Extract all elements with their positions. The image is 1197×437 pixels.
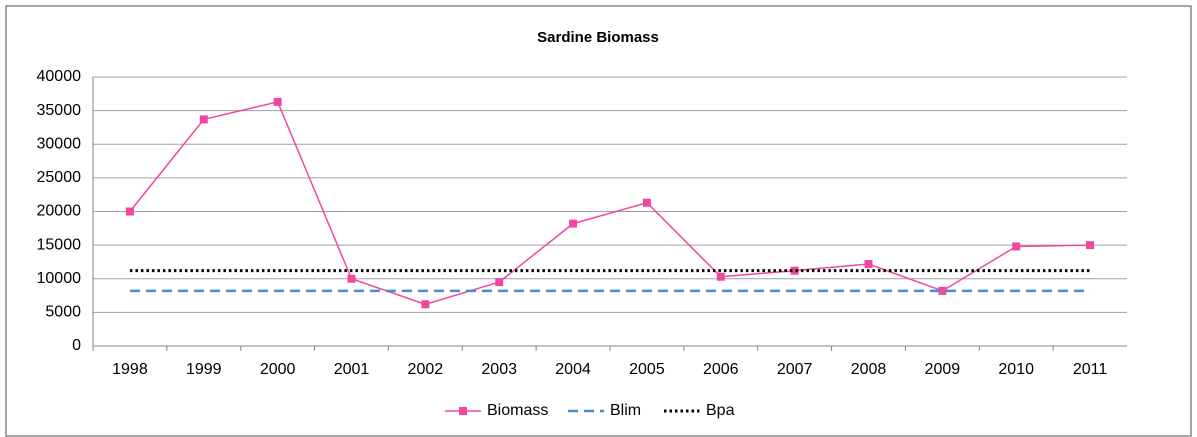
series-marker (125, 207, 134, 216)
series-line (129, 101, 1091, 306)
chart-frame (5, 5, 1192, 437)
x-tick-label: 2007 (777, 361, 813, 378)
y-tick-label: 35000 (37, 102, 82, 119)
y-tick-label: 30000 (37, 135, 82, 152)
series-marker (716, 272, 725, 281)
series-marker (199, 115, 208, 124)
x-tick-label: 2004 (555, 361, 591, 378)
x-tick-label: 2003 (481, 361, 517, 378)
series-marker (938, 286, 947, 295)
y-tick-label: 15000 (37, 236, 82, 253)
y-tick-label: 10000 (37, 270, 82, 287)
series-marker (1012, 242, 1021, 251)
y-tick-label: 20000 (37, 203, 82, 220)
series-marker (495, 278, 504, 287)
legend-label: Bpa (706, 402, 735, 419)
x-tick-label: 2010 (998, 361, 1034, 378)
x-tick-label: 2011 (1073, 361, 1108, 378)
y-tick-label: 5000 (45, 304, 81, 321)
x-tick-label: 2006 (703, 361, 739, 378)
x-tick-label: 1999 (186, 361, 222, 378)
series-marker (1086, 241, 1095, 250)
series-marker (273, 97, 282, 106)
series-marker (790, 266, 799, 275)
series-marker (569, 219, 578, 228)
x-tick-label: 2000 (260, 361, 296, 378)
series-marker (864, 259, 873, 268)
y-tick-label: 25000 (37, 169, 82, 186)
series-marker (347, 274, 356, 283)
x-tick-label: 1998 (112, 361, 148, 378)
legend-label: Blim (610, 402, 641, 419)
x-tick-label: 2002 (408, 361, 444, 378)
x-tick-label: 2008 (851, 361, 887, 378)
y-tick-label: 40000 (37, 68, 82, 85)
legend-marker (459, 407, 467, 415)
x-tick-label: 2005 (629, 361, 665, 378)
legend-label: Biomass (487, 402, 548, 419)
y-tick-label: 0 (72, 337, 81, 354)
x-tick-label: 2009 (925, 361, 961, 378)
series-marker (642, 198, 651, 207)
chart-title: Sardine Biomass (537, 29, 659, 46)
x-tick-label: 2001 (334, 361, 370, 378)
series-marker (421, 300, 430, 309)
